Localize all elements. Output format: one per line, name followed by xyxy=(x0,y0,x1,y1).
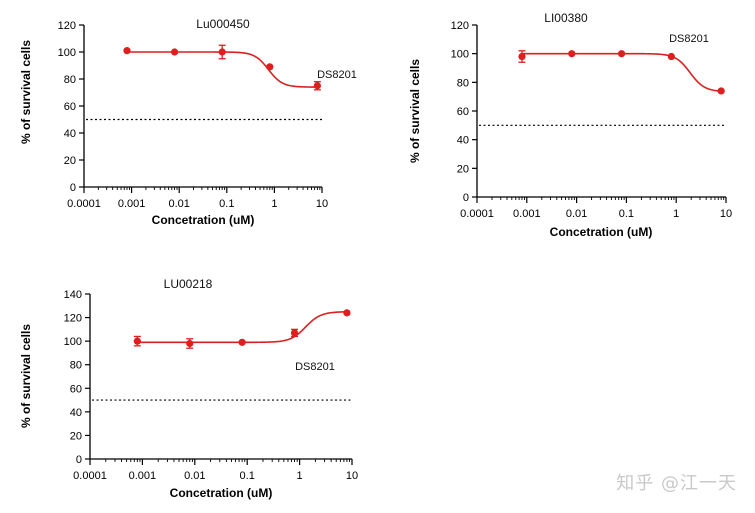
x-tick-label: 0.0001 xyxy=(67,198,101,210)
data-point xyxy=(133,337,141,345)
x-tick-label: 0.01 xyxy=(566,208,587,220)
data-point xyxy=(123,47,131,55)
x-tick-label: 1 xyxy=(271,198,277,210)
y-tick-label: 120 xyxy=(451,20,469,32)
y-tick-label: 140 xyxy=(64,289,82,301)
y-tick-label: 0 xyxy=(70,182,76,194)
chart-panel-li00380: 0 20 40 60 80 100 120 0.0001 0.001 0.01 0.1 1 10 LI00… xyxy=(408,11,732,239)
data-point xyxy=(170,48,179,56)
y-tick-label: 20 xyxy=(457,163,469,175)
y-tick-label: 100 xyxy=(64,336,82,348)
fit-curve xyxy=(137,311,347,344)
y-tick-label: 40 xyxy=(70,407,82,419)
y-tick-label: 60 xyxy=(457,106,469,118)
chart-panel-lu00218: 0 20 40 60 80 100 120 140 0.0001 0.001 0.01 0.1 1 10 L… xyxy=(19,277,358,500)
x-tick-label: 0.1 xyxy=(240,470,255,482)
y-tick-label: 120 xyxy=(58,20,76,32)
curve-annotation: DS8201 xyxy=(669,33,709,45)
x-tick-label: 0.1 xyxy=(619,208,634,220)
x-tick-label: 10 xyxy=(720,208,732,220)
y-tick-label: 60 xyxy=(70,383,82,395)
x-tick-label: 0.0001 xyxy=(460,208,494,220)
y-tick-label: 100 xyxy=(58,47,76,59)
data-point xyxy=(617,50,626,58)
chart-panel-lu000450: 0 20 40 60 80 100 120 0.0001 0.001 0.01 0.1 1 10 Lu00… xyxy=(19,17,357,227)
x-tick-label: 0.001 xyxy=(129,470,157,482)
x-tick-label: 10 xyxy=(346,470,358,482)
data-point xyxy=(518,52,526,61)
y-tick-label: 80 xyxy=(64,74,76,86)
x-tick-label: 1 xyxy=(673,208,679,220)
x-tick-label: 0.001 xyxy=(118,198,146,210)
data-point xyxy=(313,82,321,90)
watermark: 知乎 @江一天 xyxy=(616,473,737,494)
y-tick-label: 60 xyxy=(64,101,76,113)
y-tick-label: 20 xyxy=(64,155,76,167)
x-tick-label: 0.01 xyxy=(184,470,205,482)
y-tick-label: 80 xyxy=(70,360,82,372)
data-point xyxy=(343,309,351,317)
y-tick-label: 40 xyxy=(64,128,76,140)
curve-annotation: DS8201 xyxy=(295,361,335,373)
x-tick-label: 0.0001 xyxy=(73,470,107,482)
data-point xyxy=(717,87,725,95)
x-tick-label: 0.001 xyxy=(513,208,541,220)
y-tick-label: 80 xyxy=(457,77,469,89)
data-point xyxy=(568,50,576,58)
data-point xyxy=(186,339,194,348)
y-tick-label: 20 xyxy=(70,430,82,442)
data-point xyxy=(290,329,299,337)
curve-annotation: DS8201 xyxy=(317,69,357,81)
y-axis-label: % of survival cells xyxy=(408,59,422,163)
chart-title: Lu000450 xyxy=(196,17,250,31)
y-axis-label: % of survival cells xyxy=(19,324,33,428)
y-axis-label: % of survival cells xyxy=(19,40,33,144)
data-point xyxy=(667,52,675,61)
x-tick-label: 0.1 xyxy=(219,198,234,210)
x-tick-label: 10 xyxy=(316,198,328,210)
x-tick-label: 1 xyxy=(297,470,303,482)
y-tick-label: 0 xyxy=(463,192,469,204)
chart-title: LI00380 xyxy=(544,11,588,25)
x-axis-label: Concetration (uM) xyxy=(550,225,653,239)
y-tick-label: 0 xyxy=(76,454,82,466)
y-tick-label: 120 xyxy=(64,313,82,325)
x-axis-label: Concetration (uM) xyxy=(152,213,255,227)
data-point xyxy=(218,48,226,56)
chart-title: LU00218 xyxy=(164,277,213,291)
data-point xyxy=(238,338,246,346)
x-axis-label: Concetration (uM) xyxy=(170,486,273,500)
data-point xyxy=(266,63,274,71)
y-tick-label: 40 xyxy=(457,135,469,147)
y-tick-label: 100 xyxy=(451,49,469,61)
fit-curve xyxy=(521,52,722,92)
x-tick-label: 0.01 xyxy=(168,198,189,210)
